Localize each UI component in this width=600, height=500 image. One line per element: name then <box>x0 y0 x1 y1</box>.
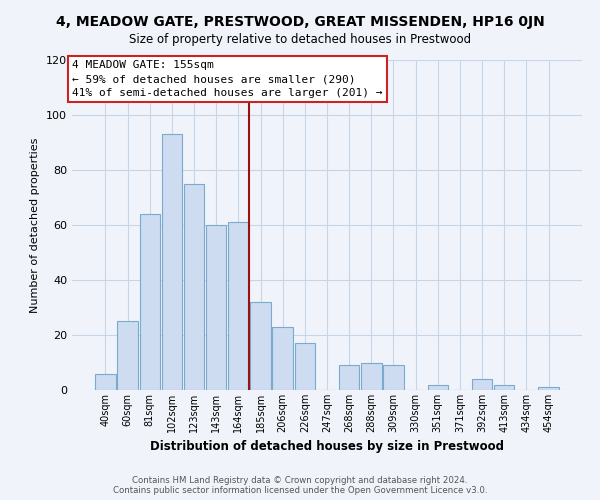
Bar <box>95 374 116 390</box>
Bar <box>206 225 226 390</box>
Bar <box>140 214 160 390</box>
Bar <box>228 222 248 390</box>
Text: Size of property relative to detached houses in Prestwood: Size of property relative to detached ho… <box>129 32 471 46</box>
Bar <box>428 384 448 390</box>
Bar <box>250 302 271 390</box>
Bar <box>295 343 315 390</box>
Bar <box>472 379 493 390</box>
Bar <box>538 387 559 390</box>
Text: Contains HM Land Registry data © Crown copyright and database right 2024.
Contai: Contains HM Land Registry data © Crown c… <box>113 476 487 495</box>
Text: 4, MEADOW GATE, PRESTWOOD, GREAT MISSENDEN, HP16 0JN: 4, MEADOW GATE, PRESTWOOD, GREAT MISSEND… <box>56 15 544 29</box>
Text: 4 MEADOW GATE: 155sqm
← 59% of detached houses are smaller (290)
41% of semi-det: 4 MEADOW GATE: 155sqm ← 59% of detached … <box>72 60 383 98</box>
X-axis label: Distribution of detached houses by size in Prestwood: Distribution of detached houses by size … <box>150 440 504 454</box>
Bar <box>118 322 138 390</box>
Bar <box>184 184 204 390</box>
Bar <box>272 327 293 390</box>
Y-axis label: Number of detached properties: Number of detached properties <box>31 138 40 312</box>
Bar <box>383 365 404 390</box>
Bar <box>339 365 359 390</box>
Bar <box>494 384 514 390</box>
Bar <box>161 134 182 390</box>
Bar <box>361 362 382 390</box>
